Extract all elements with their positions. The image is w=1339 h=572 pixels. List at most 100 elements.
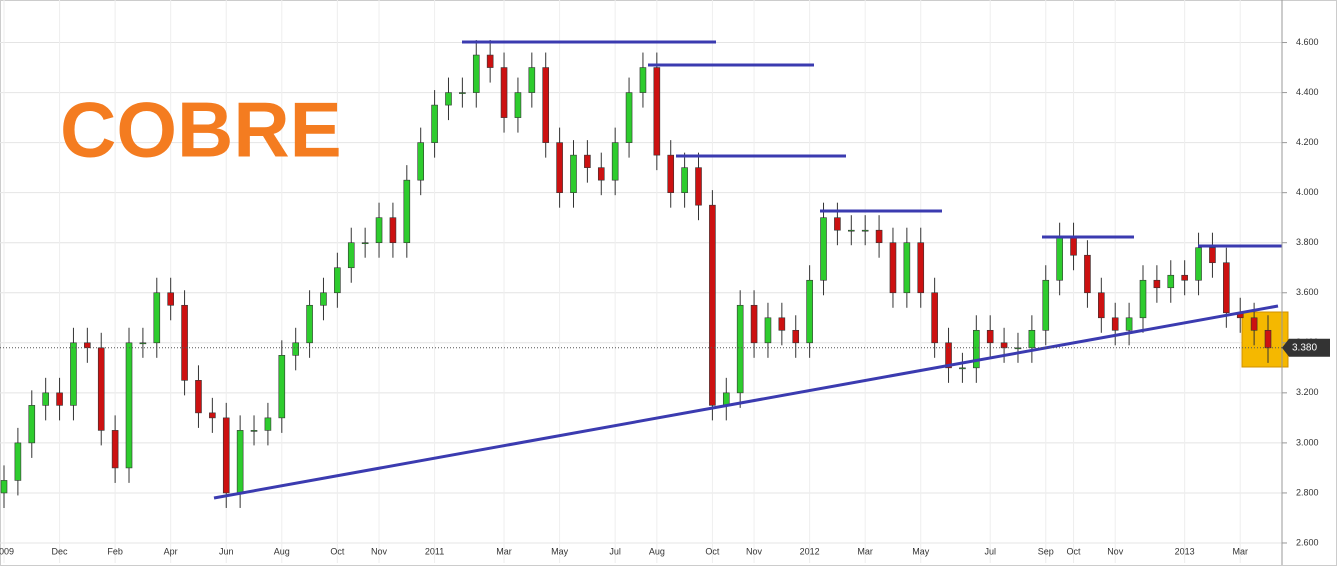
- candle-body: [1125, 317, 1133, 331]
- candle-body: [1111, 317, 1119, 331]
- candle-body: [181, 304, 188, 381]
- candle-body: [375, 217, 383, 244]
- x-tick-label: Aug: [649, 546, 665, 556]
- y-tick-label: 3.800: [1296, 237, 1319, 247]
- candle-body: [42, 392, 49, 406]
- x-tick-label: Feb: [107, 546, 123, 556]
- candle-body: [431, 104, 438, 143]
- candle-body: [973, 329, 980, 369]
- candle-body: [820, 217, 827, 281]
- y-tick-label: 4.200: [1296, 137, 1319, 147]
- candle-body: [1153, 279, 1161, 289]
- x-tick-label: Apr: [164, 546, 178, 556]
- candle-body: [542, 67, 550, 143]
- candle-body: [278, 355, 286, 419]
- x-tick-label: Oct: [330, 546, 345, 556]
- candle-body: [167, 292, 174, 306]
- candles: [0, 40, 1272, 508]
- candle-body: [611, 142, 619, 181]
- candle-body: [14, 442, 22, 481]
- candle-body: [625, 92, 633, 143]
- y-tick-label: 3.600: [1296, 287, 1319, 297]
- y-tick-label: 2.800: [1296, 487, 1319, 497]
- candle-body: [778, 317, 786, 331]
- candle-body: [889, 242, 897, 294]
- candle-body: [472, 54, 480, 93]
- x-tick-label: Mar: [1232, 546, 1248, 556]
- candle-body: [153, 292, 161, 344]
- candle-body: [125, 342, 133, 469]
- candle-body: [250, 430, 258, 432]
- y-tick-label: 4.000: [1296, 187, 1319, 197]
- candle-body: [667, 154, 675, 193]
- candle-body: [28, 405, 36, 444]
- candle-body: [528, 67, 536, 93]
- candle-body: [1181, 274, 1188, 281]
- candle-body: [417, 142, 425, 181]
- x-tick-label: Nov: [746, 546, 763, 556]
- x-tick-label: May: [912, 546, 930, 556]
- candle-body: [1250, 317, 1258, 331]
- candle-body: [945, 342, 952, 369]
- candle-body: [236, 430, 244, 494]
- y-tick-label: 3.200: [1296, 387, 1319, 397]
- candle-body: [222, 417, 230, 494]
- x-tick-label: Nov: [1107, 546, 1124, 556]
- candle-body: [347, 242, 355, 269]
- candle-body: [459, 92, 466, 94]
- candle-body: [1098, 292, 1105, 319]
- candle-body: [584, 154, 591, 168]
- candle-body: [1084, 254, 1091, 294]
- x-tick-label: Dec: [52, 546, 69, 556]
- candle-body: [264, 417, 272, 431]
- y-tick-label: 4.600: [1296, 37, 1319, 47]
- candle-body: [736, 304, 744, 394]
- trend-line: [213, 304, 1279, 500]
- candle-body: [764, 317, 772, 344]
- candle-body: [320, 292, 327, 306]
- candle-body: [445, 92, 452, 106]
- candle-body: [722, 392, 730, 406]
- candle-body: [139, 342, 147, 345]
- candle-body: [1195, 247, 1202, 281]
- candle-body: [292, 342, 299, 356]
- annotations: [213, 40, 1282, 500]
- candle-body: [847, 229, 855, 232]
- candle-body: [361, 242, 369, 245]
- candle-body: [1056, 237, 1063, 281]
- candle-body: [695, 167, 702, 206]
- x-tick-label: 2011: [425, 546, 444, 556]
- candle-body: [486, 54, 494, 68]
- candle-body: [1167, 274, 1175, 289]
- candle-body: [209, 412, 216, 419]
- candle-body: [903, 242, 911, 294]
- candle-body: [1209, 247, 1216, 264]
- candle-body: [750, 304, 758, 344]
- candle-body: [917, 242, 925, 294]
- candle-body: [1264, 329, 1272, 349]
- x-tick-label: Sep: [1038, 546, 1054, 556]
- candle-body: [792, 329, 800, 344]
- x-tick-label: 2013: [1175, 546, 1195, 556]
- last-price-marker: [1282, 338, 1330, 357]
- candle-body: [861, 229, 869, 232]
- candle-body: [681, 167, 688, 193]
- candle-body: [403, 179, 411, 244]
- candle-body: [806, 279, 813, 344]
- candle-body: [334, 267, 341, 294]
- candle-body: [1028, 329, 1036, 349]
- last-price-label: 3.380: [1292, 342, 1317, 353]
- x-tick-label: 2009: [0, 546, 14, 556]
- candle-body: [84, 342, 91, 349]
- candle-body: [959, 367, 966, 370]
- x-tick-label: Mar: [857, 546, 873, 556]
- candle-body: [875, 229, 883, 244]
- candle-body: [931, 292, 938, 344]
- candle-body: [70, 342, 77, 406]
- y-tick-label: 3.000: [1296, 437, 1319, 447]
- candle-body: [306, 304, 313, 344]
- candle-body: [639, 67, 647, 93]
- candle-body: [709, 204, 716, 406]
